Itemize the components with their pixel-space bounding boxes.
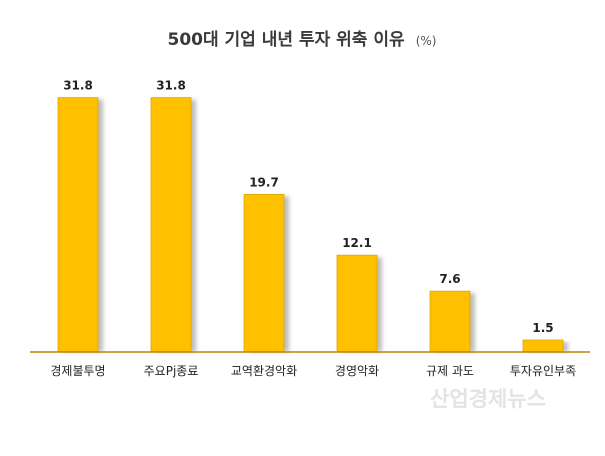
chart-title: 500대 기업 내년 투자 위축 이유 (%) bbox=[168, 30, 437, 50]
category-label-4: 경영악화 bbox=[335, 364, 379, 378]
watermark: 산업경제뉴스 bbox=[430, 387, 546, 411]
value-label-6: 1.5 bbox=[532, 321, 553, 335]
value-label-2: 31.8 bbox=[156, 79, 186, 93]
category-label-3: 교역환경악화 bbox=[231, 364, 297, 378]
bar-4 bbox=[336, 254, 378, 353]
category-label-5: 규제 과도 bbox=[426, 364, 474, 378]
value-label-5: 7.6 bbox=[439, 272, 460, 286]
category-label-1: 경제불투명 bbox=[50, 364, 105, 378]
value-label-1: 31.8 bbox=[63, 79, 93, 93]
bar-3 bbox=[243, 193, 285, 353]
value-label-4: 12.1 bbox=[342, 236, 372, 250]
value-labels-group: 31.8 31.8 19.7 12.1 7.6 1.5 bbox=[63, 79, 553, 335]
bar-1 bbox=[57, 97, 99, 353]
bar-6 bbox=[522, 339, 564, 353]
bar-5 bbox=[429, 290, 471, 353]
category-labels-group: 경제불투명 주요Pj종료 교역환경악화 경영악화 규제 과도 투자유인부족 bbox=[50, 364, 576, 378]
chart-title-main: 500대 기업 내년 투자 위축 이유 bbox=[168, 30, 405, 50]
bar-2 bbox=[150, 97, 192, 353]
value-label-3: 19.7 bbox=[249, 175, 279, 189]
bars-group bbox=[57, 97, 568, 353]
category-label-6: 투자유인부족 bbox=[510, 364, 576, 378]
chart-title-unit: (%) bbox=[416, 34, 437, 48]
category-label-2: 주요Pj종료 bbox=[144, 364, 199, 378]
